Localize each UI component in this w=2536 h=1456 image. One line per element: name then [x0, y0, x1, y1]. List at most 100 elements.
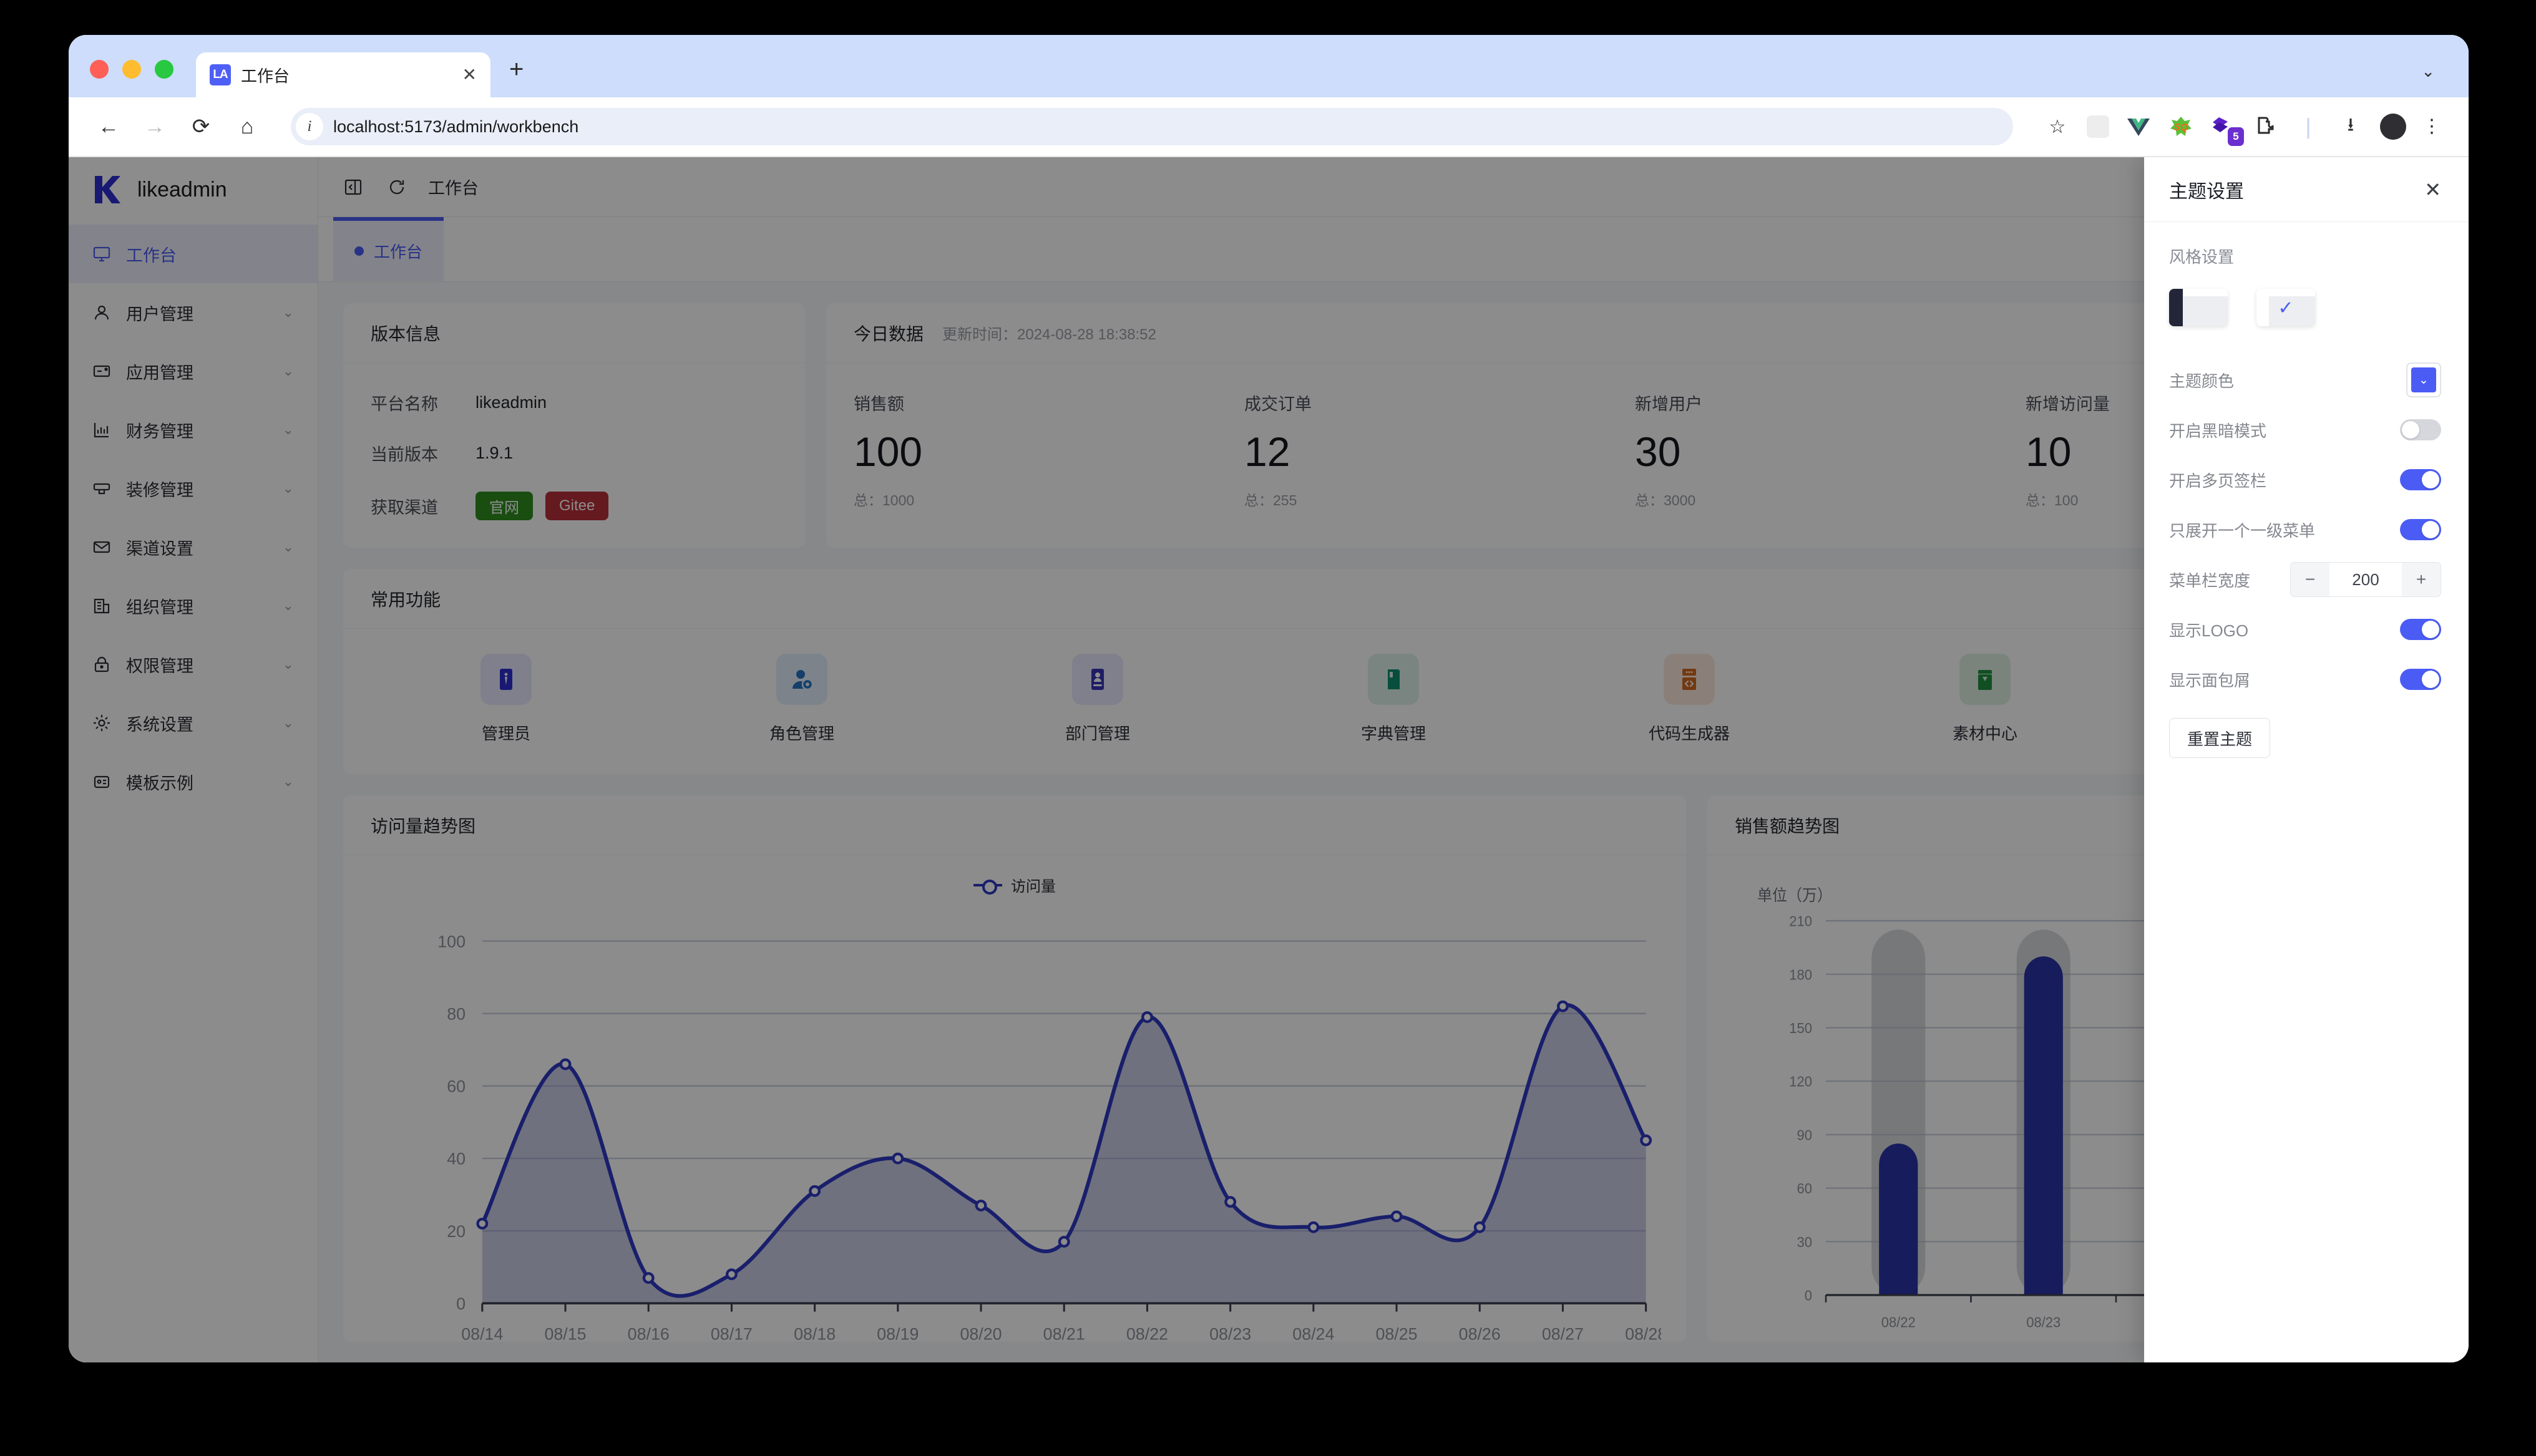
check-icon: ✓	[2278, 298, 2294, 319]
sales-chart-header: 销售额趋势图	[1707, 795, 2444, 855]
reset-theme-button[interactable]: 重置主题	[2169, 718, 2271, 758]
browser-menu-icon[interactable]: ⋮	[2422, 116, 2441, 137]
sales-unit-label: 单位（万）	[1757, 886, 1832, 905]
style-option-sidebar-dark[interactable]	[2169, 289, 2228, 326]
gitee-button[interactable]: Gitee	[545, 492, 609, 520]
profile-avatar[interactable]	[2380, 114, 2406, 140]
channel-label: 获取渠道	[371, 498, 438, 517]
reload-icon[interactable]: ⟳	[192, 115, 210, 138]
sidebar-item-workbench[interactable]: 工作台	[69, 225, 318, 283]
collapse-sidebar-icon[interactable]	[341, 175, 366, 200]
svg-text:08/23: 08/23	[1209, 1324, 1251, 1343]
breadcrumb: 工作台	[428, 179, 479, 198]
visits-line-chart: 0 20 40 60 80 100 08/14 08/15 08/16 08/17 08/18 08…	[437, 932, 1661, 1343]
bookmark-star-icon[interactable]: ☆	[2049, 116, 2066, 137]
svg-text:40: 40	[447, 1150, 466, 1168]
drawer-overlay[interactable]	[69, 157, 2469, 1362]
option-label: 主题颜色	[2169, 371, 2235, 391]
function-department-management[interactable]: 部门管理	[950, 654, 1246, 744]
sidebar-item-system-settings[interactable]: 系统设置 ⌄	[69, 694, 318, 752]
function-code-generator[interactable]: 代码生成器	[1541, 654, 1837, 744]
download-icon[interactable]: ⭳	[2347, 114, 2354, 135]
close-window-button[interactable]	[90, 60, 109, 79]
back-icon[interactable]: ←	[98, 114, 119, 138]
sidebar-item-organization-management[interactable]: 组织管理 ⌄	[69, 576, 318, 635]
building-icon	[91, 595, 112, 616]
close-icon[interactable]: ✕	[2424, 178, 2441, 201]
style-option-sidebar-light[interactable]: ✓	[2256, 289, 2315, 326]
app-topbar: 工作台	[318, 157, 2469, 217]
svg-text:08/22: 08/22	[1126, 1324, 1168, 1343]
version-row: 当前版本 1.9.1	[371, 441, 778, 465]
extensions-puzzle-icon[interactable]	[2253, 114, 2279, 140]
platform-name-value: likeadmin	[476, 393, 547, 412]
home-icon[interactable]: ⌂	[240, 114, 254, 138]
multi-tabs-toggle[interactable]	[2400, 469, 2441, 490]
sq-extension-icon[interactable]: SQ	[2168, 114, 2194, 140]
today-card-title: 今日数据	[854, 324, 924, 344]
function-label: 管理员	[481, 724, 530, 743]
stat-total: 总：3000	[1635, 492, 1696, 508]
toolbar-divider: |	[2305, 114, 2311, 139]
sidebar-item-label: 系统设置	[126, 715, 193, 734]
function-label: 角色管理	[769, 724, 834, 743]
refresh-page-icon[interactable]	[384, 175, 409, 200]
function-label: 素材中心	[1952, 724, 2017, 743]
chart-icon	[91, 419, 112, 440]
function-material-center[interactable]: 素材中心	[1837, 654, 2133, 744]
stat-label: 新增访问量	[2026, 395, 2110, 414]
function-admin[interactable]: 管理员	[358, 654, 654, 744]
single-menu-toggle[interactable]	[2400, 519, 2441, 540]
theme-color-picker[interactable]: ⌄	[2406, 362, 2441, 397]
sidebar-item-label: 工作台	[126, 246, 177, 265]
page-tabbar: 工作台	[318, 217, 2469, 282]
visits-chart-legend[interactable]: 访问量	[368, 874, 1661, 896]
version-row: 平台名称 likeadmin	[371, 391, 778, 415]
platform-name-label: 平台名称	[371, 395, 438, 414]
sidebar-item-decoration-management[interactable]: 装修管理 ⌄	[69, 459, 318, 518]
site-info-icon[interactable]: i	[296, 113, 323, 140]
sidebar-item-channel-settings[interactable]: 渠道设置 ⌄	[69, 518, 318, 576]
decrement-button[interactable]: −	[2291, 563, 2329, 596]
sidebar-item-label: 渠道设置	[126, 539, 193, 558]
page-tab-label: 工作台	[374, 243, 423, 261]
close-tab-icon[interactable]: ✕	[462, 65, 477, 84]
menu-width-stepper[interactable]: − 200 +	[2290, 562, 2441, 597]
forward-icon[interactable]: →	[144, 114, 165, 138]
theme-settings-drawer: 主题设置 ✕ 风格设置 ✓ 主题颜色	[2144, 157, 2469, 1362]
minimize-window-button[interactable]	[122, 60, 141, 79]
tab-workbench[interactable]: 工作台	[333, 217, 444, 281]
stat-label: 销售额	[854, 395, 904, 414]
browser-toolbar: ← → ⟳ ⌂ i localhost:5173/admin/workbench…	[69, 97, 2469, 157]
increment-button[interactable]: +	[2402, 563, 2441, 596]
function-dictionary-management[interactable]: 字典管理	[1246, 654, 1541, 744]
drawer-header: 主题设置 ✕	[2144, 157, 2469, 222]
sidebar-item-permission-management[interactable]: 权限管理 ⌄	[69, 635, 318, 694]
chevron-down-icon[interactable]: ⌄	[2421, 62, 2435, 80]
svg-text:08/28: 08/28	[1625, 1324, 1661, 1343]
react-devtools-extension-icon[interactable]	[2087, 115, 2109, 138]
sidebar-item-app-management[interactable]: 应用管理 ⌄	[69, 342, 318, 400]
show-logo-toggle[interactable]	[2400, 619, 2441, 640]
browser-tabstrip: LA 工作台 ✕ + ⌄	[69, 35, 2469, 97]
new-tab-icon[interactable]: +	[509, 56, 524, 83]
extensions-stack-icon[interactable]: 5	[2210, 114, 2244, 146]
sidebar-item-finance-management[interactable]: 财务管理 ⌄	[69, 400, 318, 459]
option-label: 显示面包屑	[2169, 671, 2251, 690]
chevron-down-icon: ⌄	[282, 598, 294, 613]
show-breadcrumb-toggle[interactable]	[2400, 669, 2441, 690]
stat-label: 新增用户	[1635, 395, 1702, 414]
sidebar-item-user-management[interactable]: 用户管理 ⌄	[69, 283, 318, 342]
sidebar-item-template-examples[interactable]: 模板示例 ⌄	[69, 752, 318, 811]
function-role-management[interactable]: 角色管理	[654, 654, 950, 744]
official-site-button[interactable]: 官网	[476, 492, 533, 520]
menu-width-value[interactable]: 200	[2352, 570, 2379, 589]
sidebar-logo[interactable]: likeadmin	[69, 157, 318, 222]
maximize-window-button[interactable]	[155, 60, 173, 79]
vue-devtools-extension-icon[interactable]	[2125, 114, 2152, 140]
sidebar-item-label: 模板示例	[126, 774, 193, 793]
dark-mode-toggle[interactable]	[2400, 419, 2441, 440]
sidebar: likeadmin 工作台 用户管理 ⌄	[69, 157, 318, 1362]
browser-tab[interactable]: LA 工作台 ✕	[196, 52, 490, 97]
address-bar[interactable]: i localhost:5173/admin/workbench	[291, 108, 2013, 145]
